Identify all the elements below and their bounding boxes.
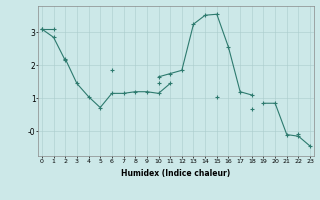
X-axis label: Humidex (Indice chaleur): Humidex (Indice chaleur) [121, 169, 231, 178]
